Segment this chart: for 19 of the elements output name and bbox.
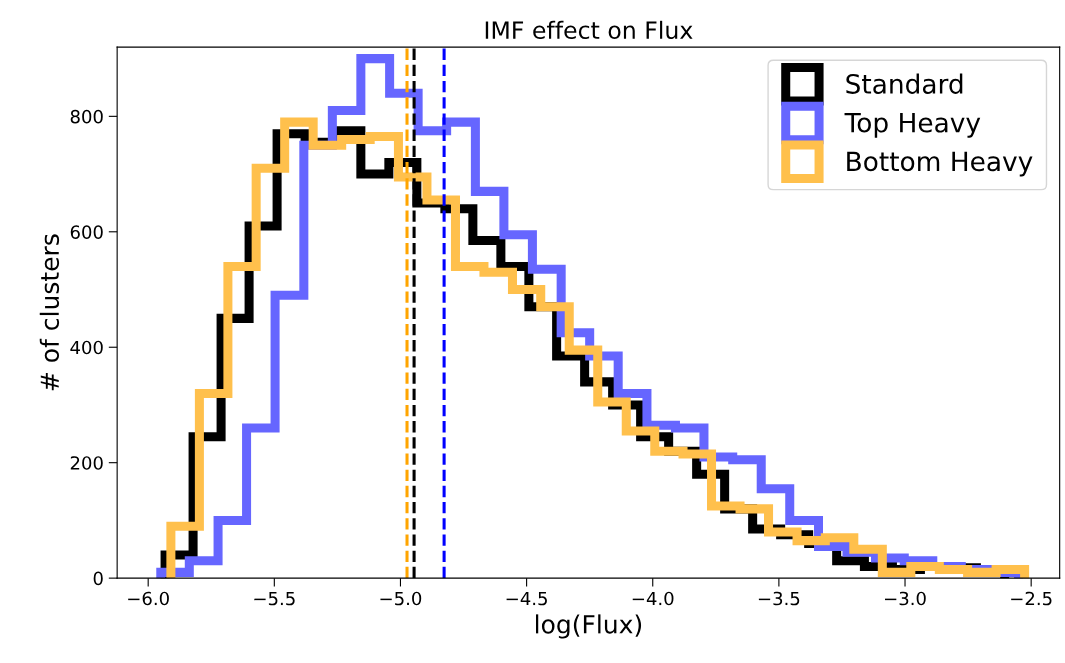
chart-title: IMF effect on Flux: [485, 20, 693, 40]
legend-label: Top Heavy: [844, 113, 981, 138]
y-tick-label: 800: [70, 109, 103, 124]
y-tick-label: 0: [93, 571, 103, 586]
x-tick-label: −4.5: [506, 591, 547, 606]
legend-label: Bottom Heavy: [847, 151, 1033, 177]
y-axis-title: # of clusters: [39, 234, 60, 391]
x-axis-title: log(Flux): [535, 614, 642, 639]
x-tick-label: −6.0: [128, 591, 169, 606]
x-tick-label: −3.5: [758, 591, 800, 606]
x-tick-label: −5.5: [254, 591, 295, 606]
x-tick-label: −4.0: [632, 591, 674, 606]
y-tick-label: 400: [70, 340, 103, 355]
y-tick-label: 200: [70, 456, 103, 470]
x-tick-label: −3.0: [885, 591, 926, 606]
x-tick-label: −2.5: [1011, 591, 1052, 606]
x-tick-label: −5.0: [380, 591, 422, 606]
y-tick-label: 600: [70, 225, 103, 239]
legend-label: Standard: [846, 73, 963, 94]
